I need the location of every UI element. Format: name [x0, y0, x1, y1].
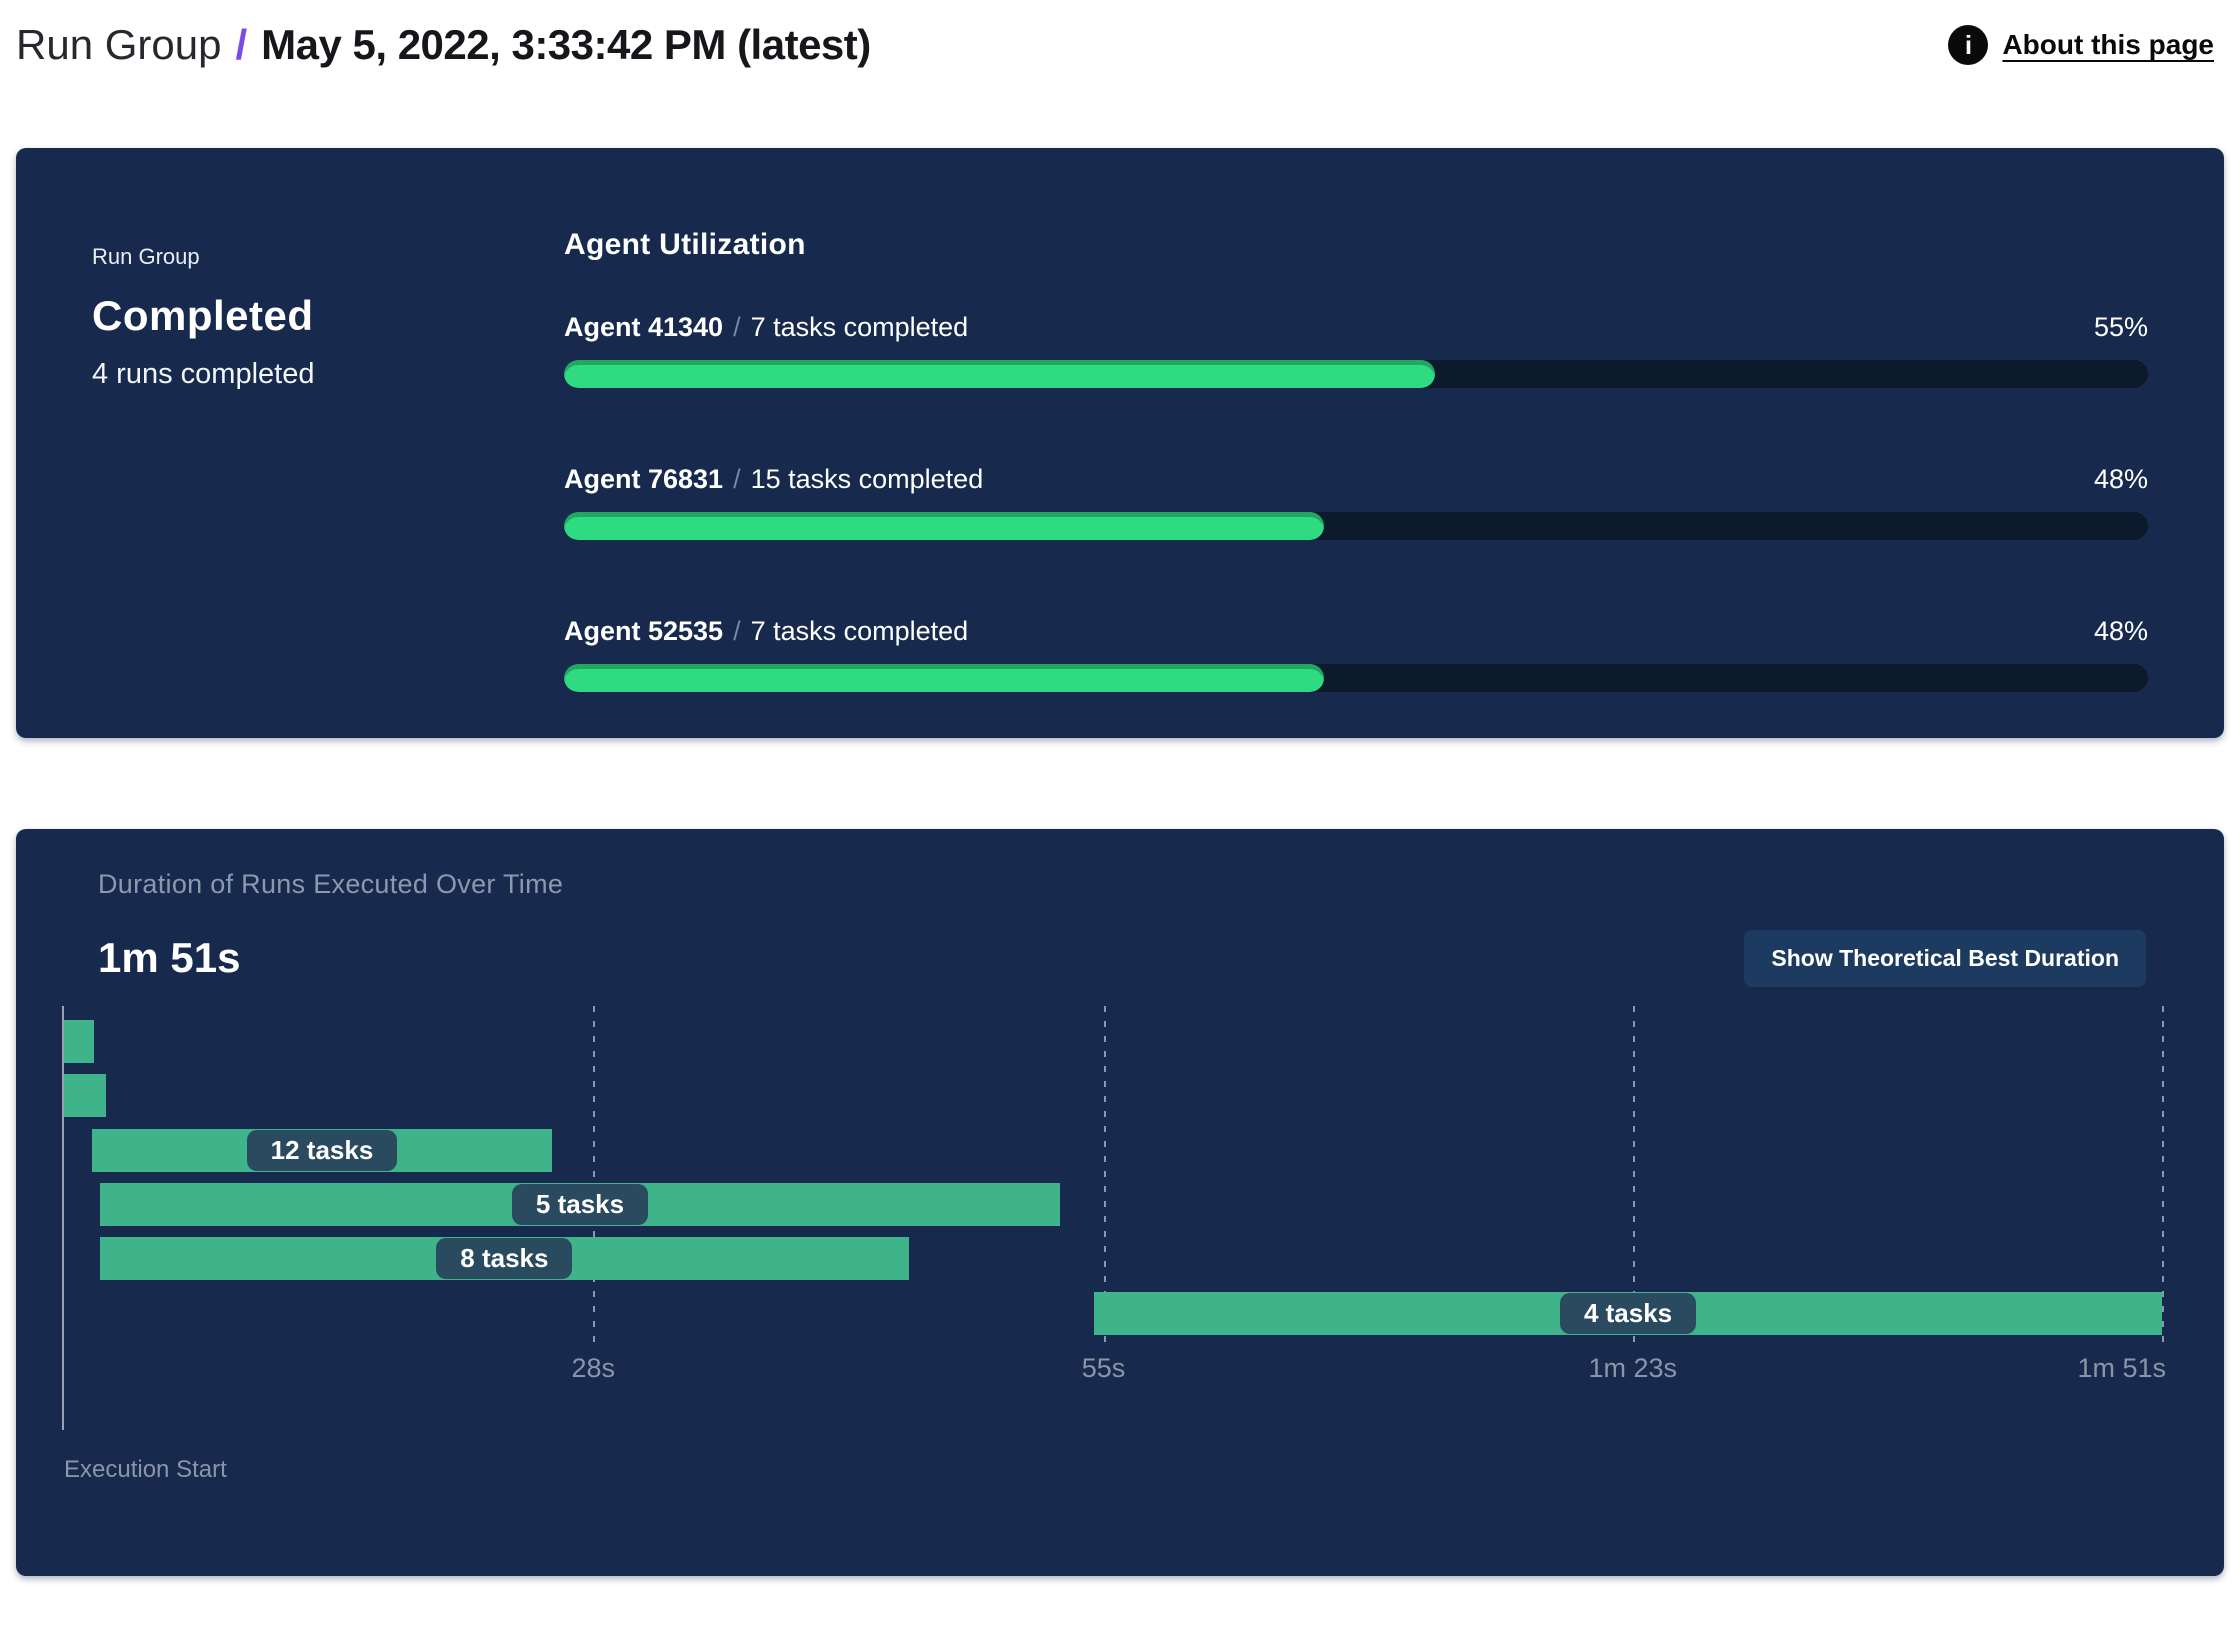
- run-group-label: Run Group: [92, 244, 200, 269]
- agent-utilization-percent: 55%: [2093, 312, 2148, 342]
- gridline-1m-23s: [1632, 1006, 1635, 1342]
- agent-tasks-completed: 7 tasks completed: [750, 616, 969, 646]
- agent-row-heading: Agent 52535 / 7 tasks completed: [564, 616, 968, 647]
- agent-separator: /: [733, 464, 741, 494]
- run-group-status-column: Run Group Completed 4 runs completed: [92, 228, 564, 738]
- info-icon: i: [1948, 25, 1989, 65]
- run-task-count-badge: 8 tasks: [436, 1238, 573, 1280]
- run-group-status: Completed: [92, 292, 314, 339]
- about-link-label: About this page: [2002, 29, 2214, 60]
- run-bar[interactable]: [64, 1074, 106, 1118]
- show-theoretical-best-duration-button[interactable]: Show Theoretical Best Duration: [1744, 929, 2146, 987]
- x-tick-label: 1m 23s: [1588, 1353, 1678, 1383]
- duration-panel: Duration of Runs Executed Over Time 1m 5…: [16, 829, 2224, 1576]
- runs-completed-text: 4 runs completed: [92, 358, 315, 390]
- page-title: May 5, 2022, 3:33:42 PM (latest): [261, 20, 871, 68]
- run-task-count-badge: 12 tasks: [246, 1129, 398, 1171]
- agent-tasks-completed: 15 tasks completed: [750, 464, 984, 494]
- total-duration-value: 1m 51s: [98, 934, 241, 981]
- agent-tasks-completed: 7 tasks completed: [750, 312, 969, 342]
- agent-progress-fill: [564, 512, 1325, 540]
- agent-progress-fill: [564, 664, 1325, 692]
- agent-utilization-list: Agent 41340 / 7 tasks completed 55% Agent 76…: [564, 312, 2148, 692]
- agent-progress-track: [564, 360, 2148, 388]
- agent-utilization-row: Agent 76831 / 15 tasks completed 48%: [564, 464, 2148, 540]
- agent-separator: /: [733, 616, 741, 646]
- breadcrumb-separator: /: [235, 20, 248, 68]
- run-bar[interactable]: [64, 1020, 95, 1063]
- duration-panel-header: Duration of Runs Executed Over Time 1m 5…: [16, 869, 2224, 987]
- execution-start-axis-line: [62, 1006, 64, 1430]
- run-bar-8-tasks[interactable]: 8 tasks: [99, 1237, 909, 1281]
- agent-progress-track: [564, 664, 2148, 692]
- run-task-count-badge: 5 tasks: [511, 1183, 649, 1225]
- gridline-55s: [1103, 1006, 1106, 1342]
- agent-separator: /: [733, 312, 741, 342]
- run-bar-4-tasks[interactable]: 4 tasks: [1094, 1291, 2162, 1335]
- agent-row-heading: Agent 76831 / 15 tasks completed: [564, 464, 983, 495]
- agent-name: Agent 52535: [564, 616, 724, 646]
- x-tick-label: 28s: [571, 1353, 615, 1383]
- x-axis-label: Execution Start: [64, 1456, 227, 1483]
- run-group-summary-panel: Run Group Completed 4 runs completed Age…: [16, 148, 2224, 738]
- agent-name: Agent 76831: [564, 464, 724, 494]
- gridline-1m-51s: [2162, 1006, 2164, 1342]
- agent-progress-fill: [564, 360, 1436, 388]
- duration-chart-title: Duration of Runs Executed Over Time: [98, 869, 564, 899]
- page-header: Run Group / May 5, 2022, 3:33:42 PM (lat…: [0, 0, 2240, 76]
- breadcrumb-run-group[interactable]: Run Group: [16, 20, 222, 68]
- agent-utilization-section: Agent Utilization Agent 41340 / 7 tasks co…: [564, 228, 2148, 738]
- about-this-page-link[interactable]: i About this page: [1948, 25, 2214, 65]
- breadcrumb: Run Group / May 5, 2022, 3:33:42 PM (lat…: [16, 20, 871, 68]
- agent-utilization-percent: 48%: [2093, 616, 2148, 646]
- agent-utilization-row: Agent 52535 / 7 tasks completed 48%: [564, 616, 2148, 692]
- agent-row-heading: Agent 41340 / 7 tasks completed: [564, 312, 968, 343]
- x-tick-label: 1m 51s: [2077, 1353, 2166, 1383]
- agent-utilization-title: Agent Utilization: [564, 228, 806, 261]
- agent-utilization-row: Agent 41340 / 7 tasks completed 55%: [564, 312, 2148, 388]
- gridline-28s: [593, 1006, 596, 1342]
- agent-progress-track: [564, 512, 2148, 540]
- run-bar-5-tasks[interactable]: 5 tasks: [99, 1182, 1061, 1226]
- x-tick-label: 55s: [1081, 1353, 1126, 1383]
- run-bar-12-tasks[interactable]: 12 tasks: [92, 1128, 552, 1172]
- gantt-chart: 28s 55s 1m 23s 1m 51s 12 tasks 5 tasks 8 tasks…: [62, 1006, 2166, 1430]
- agent-name: Agent 41340: [564, 312, 724, 342]
- run-task-count-badge: 4 tasks: [1559, 1292, 1697, 1334]
- agent-utilization-percent: 48%: [2093, 464, 2148, 494]
